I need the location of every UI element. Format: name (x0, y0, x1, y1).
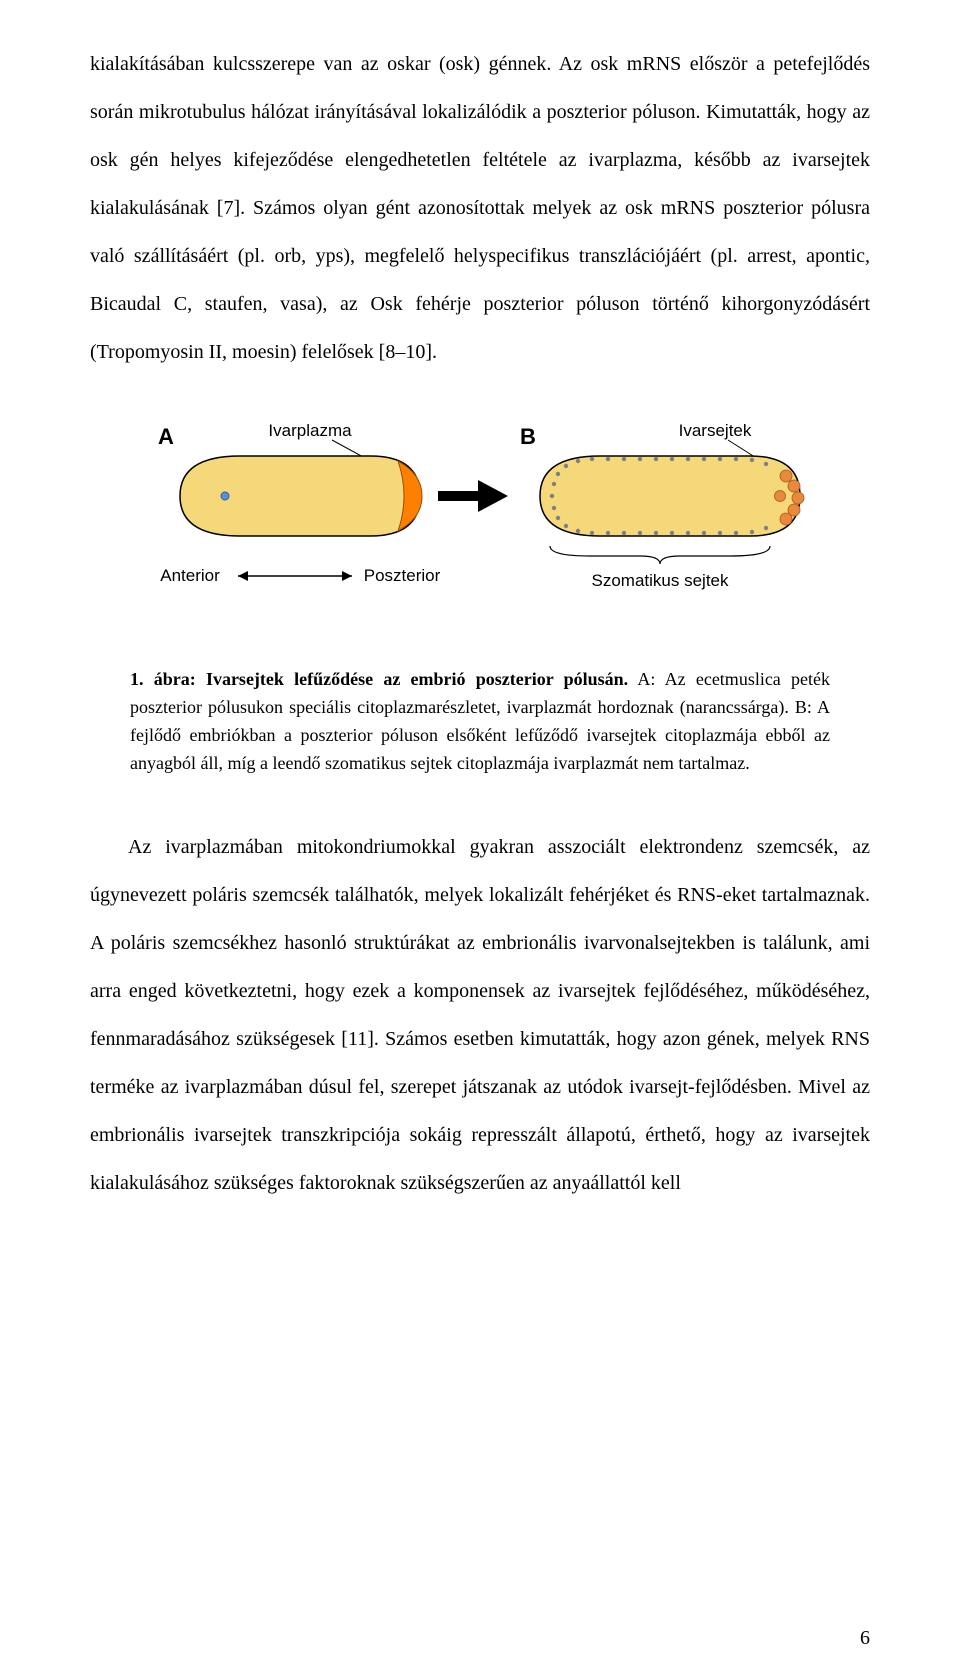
figure-caption: 1. ábra: Ivarsejtek lefűződése az embrió… (130, 666, 830, 778)
paragraph-1: kialakításában kulcsszerepe van az oskar… (90, 40, 870, 376)
label-poszterior: Poszterior (364, 566, 441, 585)
page-container: kialakításában kulcsszerepe van az oskar… (0, 0, 960, 1678)
figure-svg: A Ivarplazma B Ivarsejtek (120, 406, 840, 626)
anterior-dot-icon (221, 492, 229, 500)
page-number: 6 (860, 1627, 870, 1650)
caption-lead: 1. ábra: Ivarsejtek lefűződése az embrió… (130, 669, 628, 689)
para2-text: Az ivarplazmában mitokondriumokkal gyakr… (90, 823, 870, 1207)
label-ivarplazma: Ivarplazma (268, 421, 352, 440)
panel-a-label: A (158, 424, 174, 449)
brace-icon (550, 546, 770, 564)
label-anterior: Anterior (160, 566, 220, 585)
paragraph-2: Az ivarplazmában mitokondriumokkal gyakr… (90, 823, 870, 1207)
arrow-a-to-b-icon (438, 480, 508, 512)
embryo-b (540, 456, 804, 536)
para1-text: kialakításában kulcsszerepe van az oskar… (90, 40, 870, 376)
embryo-a (180, 456, 422, 536)
label-ivarsejtek: Ivarsejtek (679, 421, 752, 440)
figure-1: A Ivarplazma B Ivarsejtek (90, 406, 870, 778)
panel-b-label: B (520, 424, 536, 449)
label-szomatikus: Szomatikus sejtek (592, 571, 729, 590)
anterior-posterior-arrow-icon (238, 571, 352, 581)
